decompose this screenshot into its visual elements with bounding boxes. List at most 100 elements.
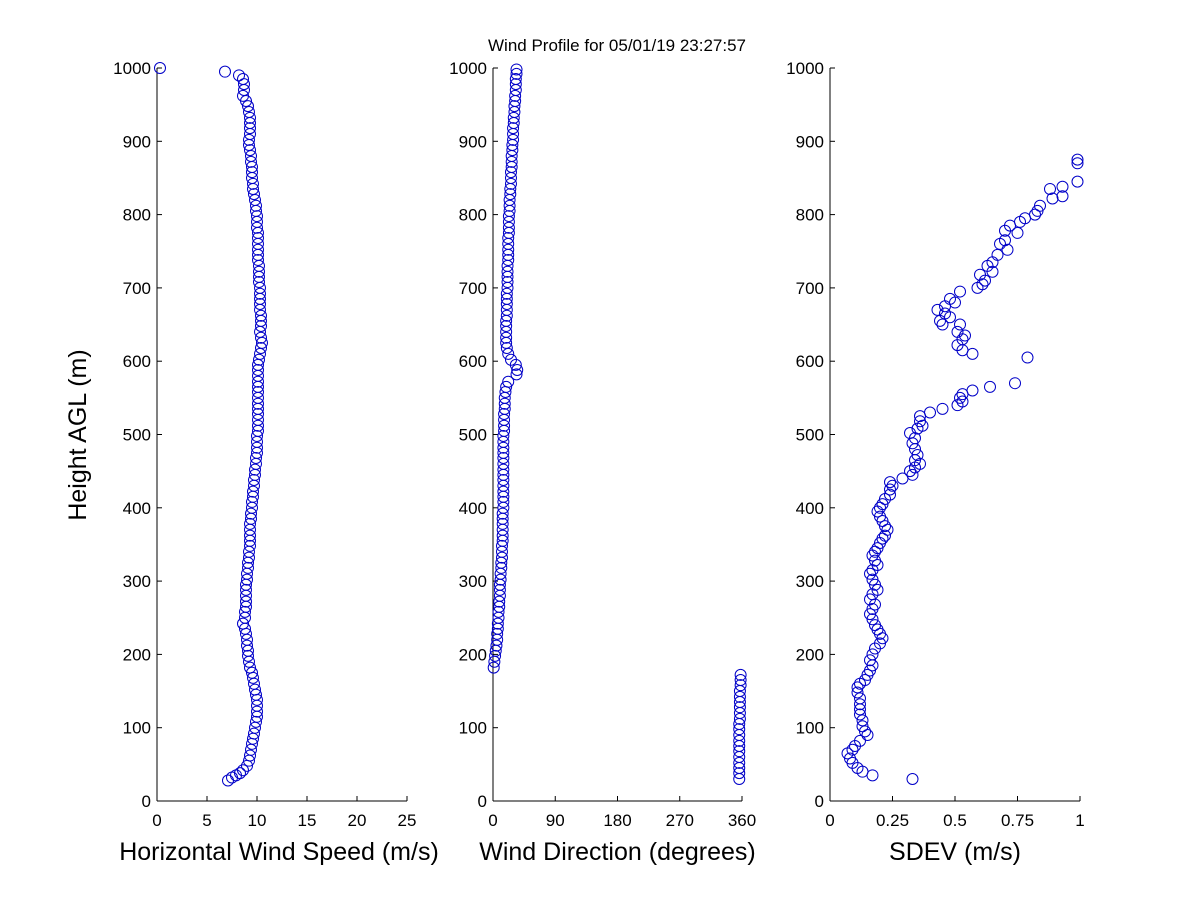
data-point — [254, 287, 266, 300]
data-point — [250, 199, 262, 212]
data-point — [966, 347, 979, 360]
x-tick-label: 90 — [546, 811, 565, 830]
data-point — [936, 402, 949, 415]
data-point — [984, 380, 996, 393]
data-point — [492, 605, 505, 618]
data-point — [500, 342, 513, 355]
y-tick-label: 900 — [123, 132, 151, 151]
data-point — [854, 708, 866, 721]
data-point — [956, 388, 969, 401]
data-point — [511, 363, 524, 376]
data-point — [502, 243, 515, 256]
data-point — [733, 701, 746, 714]
data-point — [1046, 192, 1059, 205]
data-point — [733, 745, 746, 758]
data-point — [510, 368, 523, 381]
data-point — [1071, 153, 1084, 166]
data-point — [242, 100, 254, 113]
data-point — [497, 485, 510, 498]
x-axis-label-speed: Horizontal Wind Speed (m/s) — [119, 838, 439, 866]
data-point — [510, 67, 523, 80]
data-point — [255, 331, 267, 344]
data-point — [500, 287, 513, 300]
data-point — [219, 65, 231, 78]
data-point — [1056, 180, 1069, 193]
data-point — [510, 63, 523, 76]
data-point — [954, 391, 966, 404]
data-point — [851, 686, 864, 699]
chart-title: Wind Profile for 05/01/19 23:27:57 — [488, 36, 746, 55]
x-tick-label: 0.25 — [876, 811, 909, 830]
data-point — [253, 276, 265, 289]
data-point — [254, 298, 266, 311]
data-point — [864, 567, 876, 580]
data-point — [497, 495, 510, 508]
data-point — [497, 473, 510, 486]
data-point — [252, 375, 264, 388]
data-point — [506, 144, 519, 157]
data-point — [911, 422, 924, 435]
data-point — [499, 385, 512, 398]
data-point — [501, 265, 514, 278]
data-point — [954, 318, 966, 331]
data-point — [500, 298, 513, 311]
x-tick-label: 0 — [152, 811, 161, 830]
data-point — [954, 285, 966, 298]
data-point — [979, 274, 991, 287]
y-tick-label: 800 — [123, 206, 151, 225]
y-tick-label: 1000 — [449, 59, 487, 78]
data-point — [509, 78, 522, 91]
data-point — [986, 265, 999, 278]
data-point — [508, 100, 521, 113]
x-tick-label: 1 — [1075, 811, 1084, 830]
data-point — [253, 353, 265, 366]
data-point — [242, 649, 254, 662]
data-point — [252, 397, 264, 410]
data-point — [252, 385, 264, 398]
data-point — [498, 419, 511, 432]
data-point — [249, 463, 261, 476]
data-point — [966, 384, 979, 397]
y-tick-label: 100 — [123, 719, 151, 738]
y-tick-label: 400 — [459, 499, 487, 518]
x-axis-label-sdev: SDEV (m/s) — [889, 838, 1021, 866]
x-tick-label: 5 — [202, 811, 211, 830]
data-point — [493, 595, 506, 608]
data-point — [244, 144, 256, 157]
y-tick-label: 800 — [796, 206, 824, 225]
data-point — [1001, 243, 1014, 256]
y-tick-label: 500 — [459, 426, 487, 445]
data-point — [248, 188, 260, 201]
data-point — [238, 78, 250, 91]
data-point — [509, 358, 522, 371]
data-point — [241, 573, 253, 586]
data-point — [247, 485, 259, 498]
data-point — [251, 210, 263, 223]
data-point — [866, 648, 879, 661]
y-tick-label: 500 — [123, 426, 151, 445]
data-point — [496, 529, 509, 542]
data-point — [971, 281, 984, 294]
data-point — [154, 62, 166, 74]
y-tick-label: 200 — [459, 645, 487, 664]
data-point — [495, 539, 508, 552]
data-point — [502, 210, 515, 223]
data-point — [861, 729, 874, 742]
data-point — [733, 773, 746, 786]
data-point — [733, 767, 746, 780]
x-tick-label: 25 — [398, 811, 417, 830]
data-point — [507, 111, 520, 124]
data-point — [501, 276, 514, 289]
data-point — [1071, 157, 1084, 170]
data-point — [253, 265, 265, 278]
data-point — [252, 363, 264, 376]
data-point — [246, 495, 258, 508]
data-point — [906, 437, 919, 450]
data-point — [491, 627, 504, 640]
data-point — [494, 573, 507, 586]
data-point — [874, 501, 886, 514]
data-point — [245, 507, 257, 520]
data-point — [248, 473, 260, 486]
data-point — [991, 248, 1004, 261]
